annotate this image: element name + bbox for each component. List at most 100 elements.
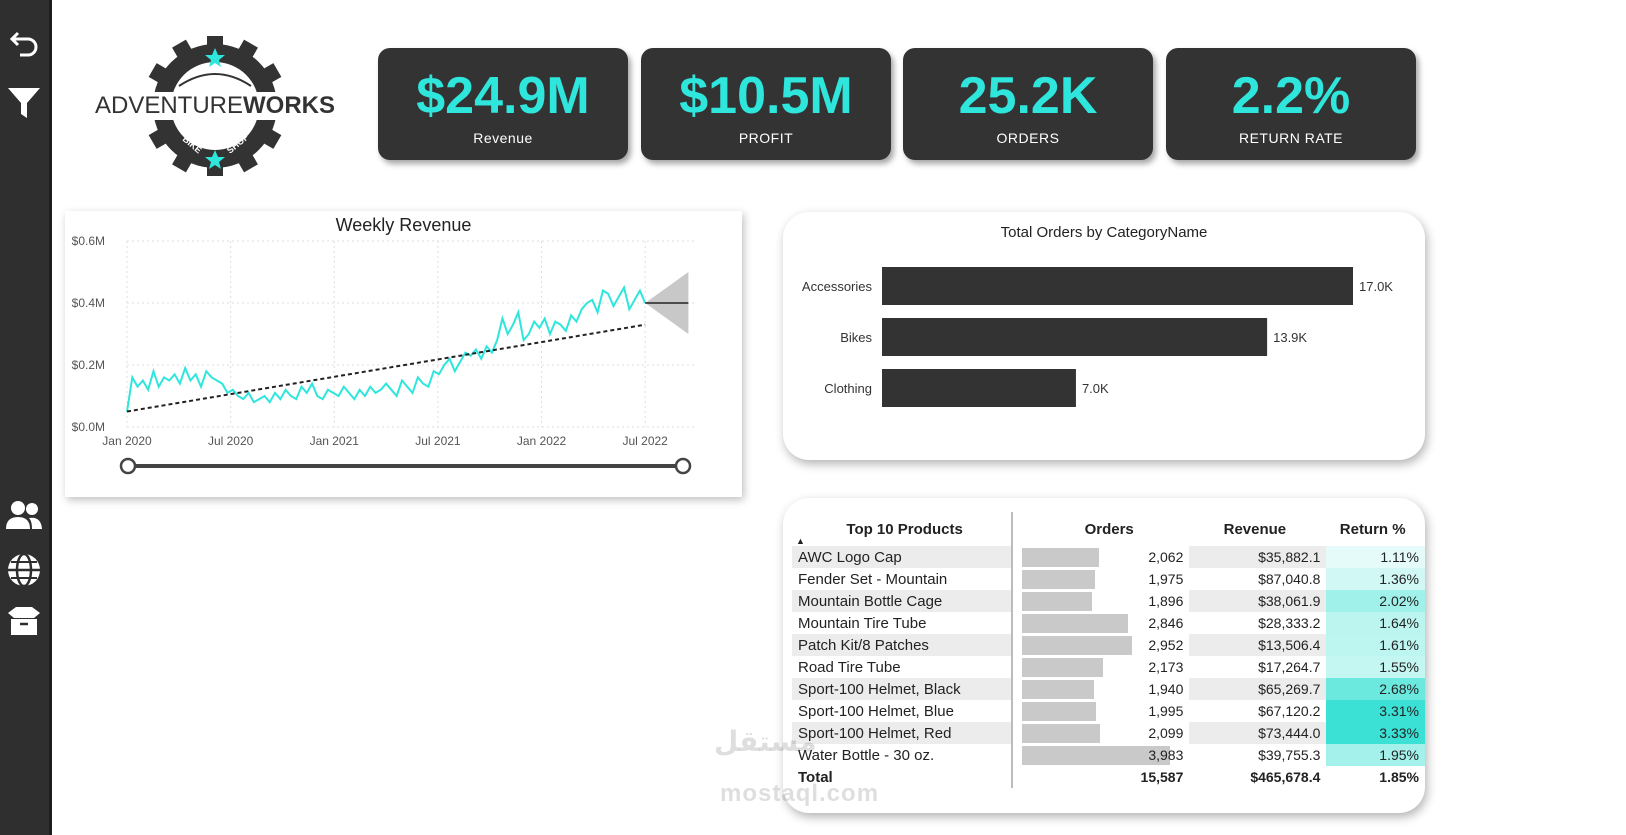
filter-icon[interactable] <box>5 84 43 122</box>
revenue-cell: $35,882.1 <box>1189 546 1327 568</box>
table-row[interactable]: Water Bottle - 30 oz. 3,983 $39,755.3 1.95% <box>792 744 1425 766</box>
kpi-profit-card: $10.5M PROFIT <box>641 48 891 160</box>
top-products-table: Top 10 Products ▲ Orders Revenue Return … <box>792 512 1425 788</box>
col-header-return[interactable]: Return % <box>1339 520 1406 538</box>
revenue-cell: $39,755.3 <box>1258 747 1321 763</box>
top-products-table-card: Top 10 Products ▲ Orders Revenue Return … <box>783 498 1425 813</box>
total-orders-value: 15,587 <box>1140 769 1184 785</box>
kpi-value: 25.2K <box>958 67 1098 125</box>
y-tick-label: $0.2M <box>72 358 105 372</box>
table-row[interactable]: Fender Set - Mountain 1,975 $87,040.8 1.36% <box>792 568 1425 590</box>
total-orders: 15,587 <box>1019 766 1189 788</box>
kpi-value: $10.5M <box>679 67 853 125</box>
category-bar[interactable] <box>882 369 1076 407</box>
orders-value: 2,952 <box>1148 637 1184 653</box>
x-tick-label: Jan 2022 <box>517 434 567 448</box>
orders-value: 2,062 <box>1148 549 1184 565</box>
adventureworks-logo: ADVENTUREWORKS BIKE SHOP <box>90 34 340 178</box>
globe-icon[interactable] <box>5 551 43 589</box>
category-label: Accessories <box>802 279 873 294</box>
watermark-latin: mostaql.com <box>720 780 880 807</box>
product-name: Patch Kit/8 Patches <box>792 634 1013 656</box>
orders-value: 2,173 <box>1148 659 1184 675</box>
box-icon[interactable] <box>5 602 43 640</box>
x-tick-label: Jul 2021 <box>415 434 461 448</box>
orders-cell: 1,995 <box>1019 700 1189 722</box>
orders-value: 1,940 <box>1148 681 1184 697</box>
column-separator <box>1011 568 1019 590</box>
category-label: Clothing <box>824 381 872 396</box>
kpi-label: ORDERS <box>996 130 1060 146</box>
return-cell: 1.36% <box>1326 568 1425 590</box>
table-row[interactable]: Sport-100 Helmet, Red 2,099 $73,444.0 3.33% <box>792 722 1425 744</box>
x-tick-label: Jan 2020 <box>102 434 152 448</box>
revenue-cell: $28,333.2 <box>1258 615 1321 631</box>
table-row[interactable]: Mountain Tire Tube 2,846 $28,333.2 1.64% <box>792 612 1425 634</box>
table-row[interactable]: Sport-100 Helmet, Black 1,940 $65,269.7 2.6… <box>792 678 1425 700</box>
back-arrow-icon[interactable] <box>5 22 43 60</box>
users-icon[interactable] <box>5 496 43 534</box>
category-bar[interactable] <box>882 267 1353 305</box>
kpi-orders-card: 25.2K ORDERS <box>903 48 1153 160</box>
watermark-arabic: مستقل <box>714 726 817 757</box>
orders-data-bar <box>1021 570 1095 589</box>
orders-value: 3,983 <box>1148 747 1184 763</box>
orders-cell: 1,896 <box>1019 590 1189 612</box>
data-label: 7.0K <box>1082 381 1109 396</box>
orders-data-bar <box>1021 724 1100 743</box>
product-name: Fender Set - Mountain <box>798 570 948 588</box>
column-separator <box>1011 612 1019 634</box>
col-header-revenue[interactable]: Revenue <box>1223 520 1287 538</box>
column-separator <box>1011 590 1019 612</box>
orders-data-bar <box>1021 614 1128 633</box>
table-row[interactable]: Road Tire Tube 2,173 $17,264.7 1.55% <box>792 656 1425 678</box>
orders-cell: 2,173 <box>1019 656 1189 678</box>
x-tick-label: Jan 2021 <box>310 434 360 448</box>
orders-by-category-plot: Accessories 17.0K Bikes 13.9K Clothing 7.0K <box>802 267 1393 407</box>
orders-data-bar <box>1021 548 1099 567</box>
kpi-revenue-card: $24.9M Revenue <box>378 48 628 160</box>
y-tick-label: $0.6M <box>72 234 105 248</box>
product-name: AWC Logo Cap <box>792 546 1013 568</box>
column-separator <box>1011 546 1019 568</box>
orders-data-bar <box>1021 702 1096 721</box>
slider-end-handle[interactable] <box>674 457 692 475</box>
column-separator <box>1011 700 1019 722</box>
column-separator <box>1011 634 1019 656</box>
kpi-return-rate-card: 2.2% RETURN RATE <box>1166 48 1416 160</box>
sort-asc-icon[interactable]: ▲ <box>796 536 805 546</box>
sidebar <box>0 0 52 835</box>
column-separator <box>1011 656 1019 678</box>
category-label: Bikes <box>840 330 872 345</box>
data-label: 13.9K <box>1273 330 1307 345</box>
orders-value: 2,846 <box>1148 615 1184 631</box>
orders-cell: 2,952 <box>1019 634 1189 656</box>
table-row[interactable]: Sport-100 Helmet, Blue 1,995 $67,120.2 3.31… <box>792 700 1425 722</box>
table-row[interactable]: Mountain Bottle Cage 1,896 $38,061.9 2.02% <box>792 590 1425 612</box>
return-cell: 2.02% <box>1326 590 1425 612</box>
orders-data-bar <box>1021 592 1092 611</box>
revenue-cell: $87,040.8 <box>1258 571 1321 587</box>
kpi-value: 2.2% <box>1231 67 1351 125</box>
category-bar[interactable] <box>882 318 1268 356</box>
product-name: Mountain Bottle Cage <box>792 590 1013 612</box>
kpi-label: PROFIT <box>738 130 794 146</box>
table-row[interactable]: AWC Logo Cap 2,062 $35,882.1 1.11% <box>792 546 1425 568</box>
table-row[interactable]: Patch Kit/8 Patches 2,952 $13,506.4 1.61% <box>792 634 1425 656</box>
return-cell: 3.31% <box>1326 700 1425 722</box>
orders-value: 1,995 <box>1148 703 1184 719</box>
data-label: 17.0K <box>1359 279 1393 294</box>
orders-data-bar <box>1021 636 1132 655</box>
sidebar-edge <box>49 0 52 835</box>
column-separator <box>1011 512 1019 546</box>
slider-start-handle[interactable] <box>119 457 137 475</box>
return-cell: 1.95% <box>1326 744 1425 766</box>
trend-line <box>126 323 646 413</box>
column-separator <box>1011 678 1019 700</box>
table-total-row: Total 15,587 $465,678.4 1.85% <box>792 766 1425 788</box>
orders-cell: 2,062 <box>1019 546 1189 568</box>
col-header-orders[interactable]: Orders <box>1084 520 1134 538</box>
orders-by-category-chart: Total Orders by CategoryName Accessories… <box>783 212 1425 460</box>
revenue-cell: $17,264.7 <box>1258 659 1321 675</box>
col-header-product[interactable]: Top 10 Products ▲ <box>792 512 1012 547</box>
